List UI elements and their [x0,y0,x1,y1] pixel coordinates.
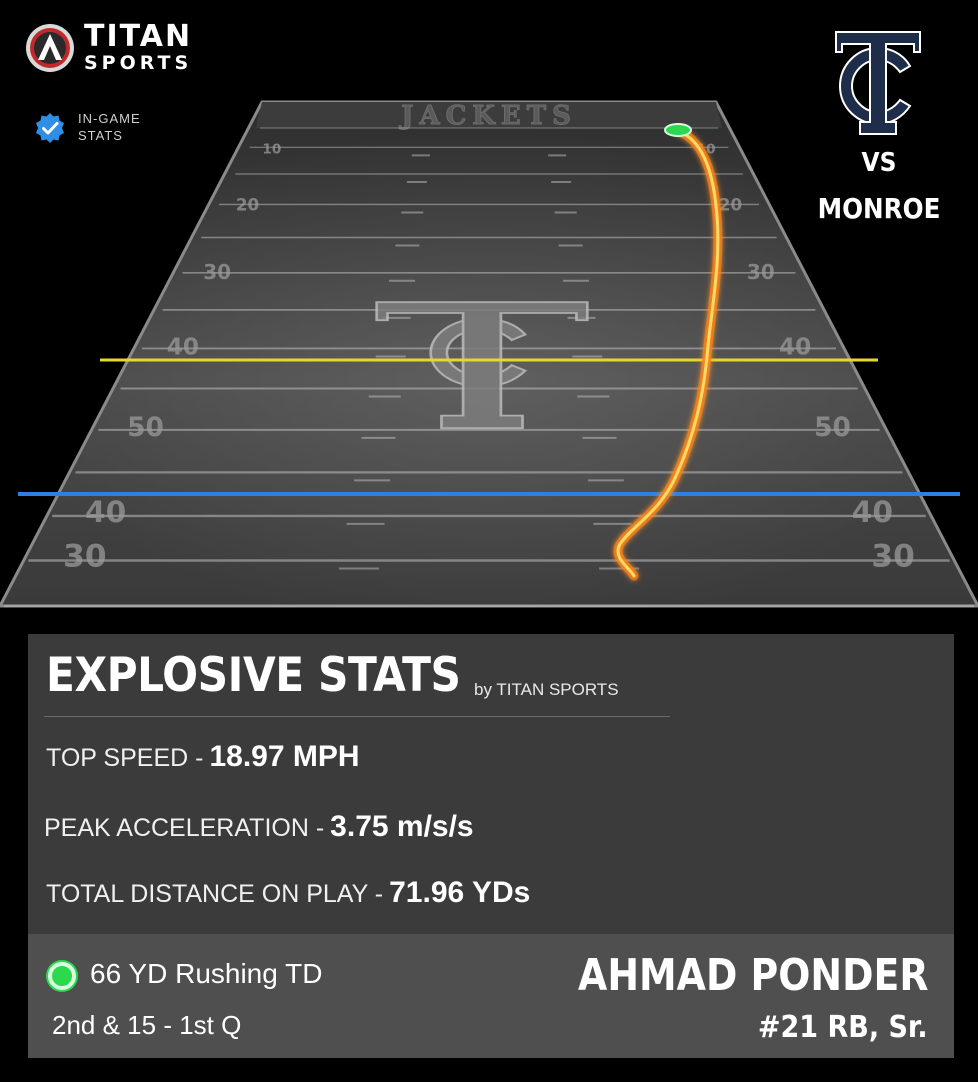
vs-label: VS [861,148,897,178]
yard-number-right: 30 [747,260,775,284]
stat-peak-acceleration: PEAK ACCELERATION -3.75 m/s/s [44,810,474,844]
stat-label: TOTAL DISTANCE ON PLAY - [46,880,384,908]
yard-number-right: 40 [779,333,811,360]
stat-value: 71.96 YDs [389,876,531,909]
titan-a-logo-icon [26,24,74,72]
yard-number-left: 40 [85,495,126,529]
yard-number-right: 20 [719,194,742,214]
stat-label: PEAK ACCELERATION - [44,814,325,842]
player-detail: #21 RB, Sr. [758,1010,928,1045]
yard-number-right: 40 [852,495,893,529]
play-trail [613,127,723,581]
stat-total-distance: TOTAL DISTANCE ON PLAY -71.96 YDs [46,876,530,910]
stat-value: 18.97 MPH [209,740,360,773]
panel-byline: by TITAN SPORTS [474,680,619,699]
yard-number-left: 10 [262,141,281,157]
divider [44,716,670,717]
opponent-name: MONROE [817,192,941,225]
endzone-text: JACKETS [399,101,577,131]
in-game-stats-badge: IN-GAME STATS [34,108,184,148]
stat-value: 3.75 m/s/s [330,810,474,843]
yard-number-left: 30 [63,538,106,574]
midfield-logo [375,301,589,430]
stat-label: TOP SPEED - [46,744,204,772]
titan-sports-brand: TITAN SPORTS [24,20,234,80]
yard-number-left: 30 [203,260,231,284]
yard-number-left: 50 [127,412,164,443]
play-description: 66 YD Rushing TD [90,958,323,989]
yard-number-right: 30 [871,538,914,574]
verified-check-icon [36,113,64,143]
yard-number-left: 20 [236,194,259,214]
brand-subtitle: SPORTS [84,52,193,74]
yard-number-left: 40 [167,333,199,360]
brand-title: TITAN [84,19,193,54]
play-summary-bar: 66 YD Rushing TD 2nd & 15 - 1st Q AHMAD … [28,934,954,1058]
end-zone [256,102,722,128]
end-marker [664,123,692,137]
yard-lines [4,127,974,608]
player-name: AHMAD PONDER [577,950,928,1001]
yard-number-right: 50 [814,412,851,443]
status-dot-icon [48,962,76,990]
stats-panel: EXPLOSIVE STATS by TITAN SPORTS TOP SPEE… [28,634,954,934]
stat-top-speed: TOP SPEED -18.97 MPH [46,740,360,774]
badge-text: IN-GAME STATS [78,111,141,143]
play-situation: 2nd & 15 - 1st Q [52,1010,242,1040]
panel-title: EXPLOSIVE STATS [46,648,461,703]
tc-monogram-logo [835,31,921,135]
